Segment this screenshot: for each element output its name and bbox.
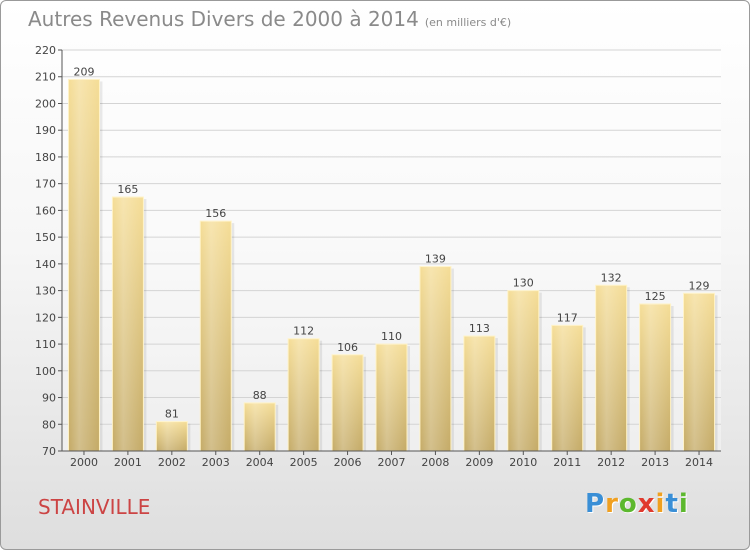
bar-highlight bbox=[244, 402, 276, 451]
logo-letter: i bbox=[655, 489, 666, 519]
y-tick-label: 110 bbox=[35, 338, 56, 351]
data-label: 112 bbox=[293, 325, 314, 338]
data-label: 81 bbox=[165, 408, 179, 421]
y-tick-label: 80 bbox=[42, 418, 56, 431]
logo-letter: o bbox=[618, 489, 638, 519]
x-tick-label: 2012 bbox=[597, 456, 625, 469]
y-tick-label: 70 bbox=[42, 445, 56, 458]
y-tick-label: 150 bbox=[35, 231, 56, 244]
y-tick-label: 190 bbox=[35, 124, 56, 137]
y-tick-label: 100 bbox=[35, 365, 56, 378]
data-label: 165 bbox=[117, 183, 138, 196]
bar-highlight bbox=[156, 421, 188, 451]
bar-highlight bbox=[288, 338, 320, 451]
x-tick-label: 2002 bbox=[158, 456, 186, 469]
bar-highlight bbox=[463, 336, 495, 451]
logo-letter: t bbox=[665, 489, 679, 519]
x-tick-label: 2009 bbox=[465, 456, 493, 469]
data-label: 132 bbox=[601, 271, 622, 284]
bar-highlight bbox=[112, 197, 144, 451]
y-tick-label: 140 bbox=[35, 258, 56, 271]
x-tick-label: 2013 bbox=[641, 456, 669, 469]
x-tick-label: 2004 bbox=[246, 456, 274, 469]
x-tick-label: 2001 bbox=[114, 456, 142, 469]
data-label: 113 bbox=[469, 322, 490, 335]
x-axis: 2000 2001 2002 2003 2004 2005 2006 2007 2008 2009… bbox=[62, 450, 721, 469]
location-label: STAINVILLE bbox=[38, 495, 151, 519]
data-label: 130 bbox=[513, 277, 534, 290]
bar-highlight bbox=[200, 221, 232, 451]
bar-highlight bbox=[332, 354, 364, 451]
y-tick-label: 210 bbox=[35, 71, 56, 84]
logo-letter: P bbox=[585, 489, 606, 519]
x-tick-label: 2011 bbox=[553, 456, 581, 469]
bar-highlight bbox=[68, 79, 100, 451]
logo-letter: x bbox=[637, 489, 656, 519]
bar-highlight bbox=[683, 293, 715, 451]
bar-highlight bbox=[419, 266, 451, 451]
chart-title: Autres Revenus Divers de 2000 à 2014 (en … bbox=[28, 7, 511, 31]
y-tick-label: 160 bbox=[35, 204, 56, 217]
y-tick-label: 170 bbox=[35, 178, 56, 191]
logo-letter: i bbox=[678, 489, 689, 519]
data-label: 156 bbox=[205, 207, 226, 220]
y-tick-label: 90 bbox=[42, 392, 56, 405]
y-tick-label: 180 bbox=[35, 151, 56, 164]
bar-highlight bbox=[639, 303, 671, 451]
data-label: 117 bbox=[557, 311, 578, 324]
proxiti-logo[interactable]: Proxiti bbox=[585, 489, 689, 519]
x-tick-label: 2014 bbox=[685, 456, 713, 469]
data-label: 110 bbox=[381, 330, 402, 343]
data-label: 88 bbox=[253, 389, 267, 402]
y-tick-label: 220 bbox=[35, 44, 56, 57]
x-tick-label: 2003 bbox=[202, 456, 230, 469]
y-tick-label: 120 bbox=[35, 311, 56, 324]
data-label: 139 bbox=[425, 253, 446, 266]
y-tick-label: 130 bbox=[35, 285, 56, 298]
data-label: 209 bbox=[73, 65, 94, 78]
x-tick-label: 2008 bbox=[421, 456, 449, 469]
x-tick-label: 2007 bbox=[378, 456, 406, 469]
bars: 209 165 81 156 88 112 106 110 139 113 130 117 132 125… bbox=[67, 65, 718, 452]
title-text: Autres Revenus Divers de 2000 à 2014 bbox=[28, 7, 419, 31]
bar-highlight bbox=[507, 290, 539, 451]
x-tick-label: 2006 bbox=[334, 456, 362, 469]
bar-highlight bbox=[551, 325, 583, 451]
logo-letter: r bbox=[605, 489, 619, 519]
x-tick-label: 2000 bbox=[70, 456, 98, 469]
bar-highlight bbox=[595, 285, 627, 451]
y-axis: 70 80 90 100 110 120 130 140 150 160 170 180 190 200 2… bbox=[35, 44, 63, 458]
title-unit: (en milliers d'€) bbox=[424, 16, 512, 29]
data-label: 125 bbox=[645, 290, 666, 303]
x-tick-label: 2005 bbox=[290, 456, 318, 469]
data-label: 106 bbox=[337, 341, 358, 354]
x-tick-label: 2010 bbox=[509, 456, 537, 469]
y-tick-label: 200 bbox=[35, 97, 56, 110]
bar-highlight bbox=[376, 344, 407, 451]
data-label: 129 bbox=[689, 279, 710, 292]
